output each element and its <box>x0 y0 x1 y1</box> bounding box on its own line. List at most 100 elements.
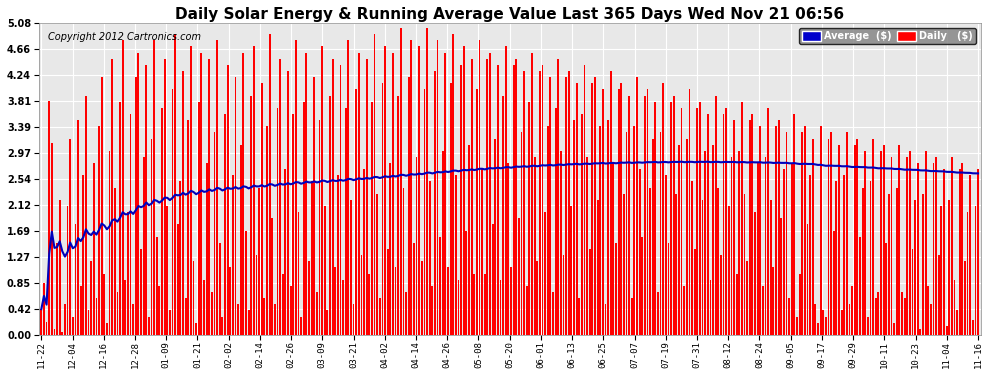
Bar <box>452 34 454 335</box>
Bar <box>50 143 52 335</box>
Bar <box>379 298 381 335</box>
Bar <box>263 298 265 335</box>
Bar <box>925 151 927 335</box>
Bar <box>828 138 830 335</box>
Bar <box>363 169 365 335</box>
Bar <box>64 304 66 335</box>
Bar <box>171 89 173 335</box>
Bar <box>143 157 145 335</box>
Bar <box>235 77 237 335</box>
Bar <box>586 157 588 335</box>
Bar <box>673 96 674 335</box>
Bar <box>292 114 294 335</box>
Bar <box>282 273 284 335</box>
Bar <box>621 83 622 335</box>
Bar <box>250 96 252 335</box>
Bar <box>206 163 208 335</box>
Bar <box>626 132 628 335</box>
Bar <box>748 120 750 335</box>
Bar <box>549 77 551 335</box>
Bar <box>502 96 504 335</box>
Bar <box>80 286 81 335</box>
Bar <box>576 83 577 335</box>
Bar <box>583 65 585 335</box>
Bar <box>513 65 515 335</box>
Bar <box>287 71 289 335</box>
Bar <box>602 89 604 335</box>
Bar <box>95 298 97 335</box>
Bar <box>214 132 216 335</box>
Bar <box>788 298 790 335</box>
Bar <box>203 280 205 335</box>
Bar <box>153 40 155 335</box>
Bar <box>872 138 874 335</box>
Bar <box>166 206 168 335</box>
Bar <box>899 145 900 335</box>
Bar <box>529 102 531 335</box>
Bar <box>770 200 771 335</box>
Bar <box>109 151 111 335</box>
Bar <box>615 243 617 335</box>
Bar <box>260 83 262 335</box>
Bar <box>521 132 523 335</box>
Bar <box>636 77 638 335</box>
Bar <box>859 237 861 335</box>
Bar <box>169 310 171 335</box>
Bar <box>295 40 297 335</box>
Bar <box>686 138 688 335</box>
Bar <box>88 310 89 335</box>
Bar <box>597 200 599 335</box>
Bar <box>335 267 337 335</box>
Bar <box>243 53 245 335</box>
Text: Copyright 2012 Cartronics.com: Copyright 2012 Cartronics.com <box>49 33 201 42</box>
Bar <box>683 286 685 335</box>
Bar <box>715 96 717 335</box>
Bar <box>977 169 979 335</box>
Bar <box>812 138 814 335</box>
Bar <box>534 157 536 335</box>
Bar <box>667 243 669 335</box>
Bar <box>836 182 838 335</box>
Bar <box>219 243 221 335</box>
Bar <box>497 65 499 335</box>
Bar <box>896 188 898 335</box>
Bar <box>61 332 63 335</box>
Bar <box>723 114 725 335</box>
Bar <box>554 108 556 335</box>
Bar <box>883 145 884 335</box>
Bar <box>321 46 323 335</box>
Bar <box>804 126 806 335</box>
Bar <box>649 188 651 335</box>
Bar <box>146 65 148 335</box>
Bar <box>426 28 428 335</box>
Bar <box>416 157 418 335</box>
Bar <box>343 280 344 335</box>
Bar <box>465 231 467 335</box>
Bar <box>445 53 446 335</box>
Bar <box>945 326 947 335</box>
Bar <box>726 108 727 335</box>
Bar <box>46 322 48 335</box>
Bar <box>508 163 509 335</box>
Bar <box>964 261 966 335</box>
Bar <box>914 200 916 335</box>
Bar <box>494 138 496 335</box>
Bar <box>759 126 761 335</box>
Bar <box>969 176 971 335</box>
Bar <box>853 145 855 335</box>
Bar <box>940 206 942 335</box>
Bar <box>746 261 748 335</box>
Bar <box>510 267 512 335</box>
Bar <box>284 169 286 335</box>
Bar <box>699 102 701 335</box>
Bar <box>135 77 137 335</box>
Bar <box>179 182 181 335</box>
Bar <box>966 212 968 335</box>
Bar <box>484 273 486 335</box>
Bar <box>308 261 310 335</box>
Bar <box>253 46 254 335</box>
Bar <box>780 218 782 335</box>
Bar <box>764 157 766 335</box>
Bar <box>665 176 666 335</box>
Bar <box>227 65 229 335</box>
